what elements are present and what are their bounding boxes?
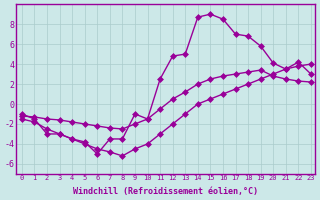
X-axis label: Windchill (Refroidissement éolien,°C): Windchill (Refroidissement éolien,°C) (73, 187, 258, 196)
